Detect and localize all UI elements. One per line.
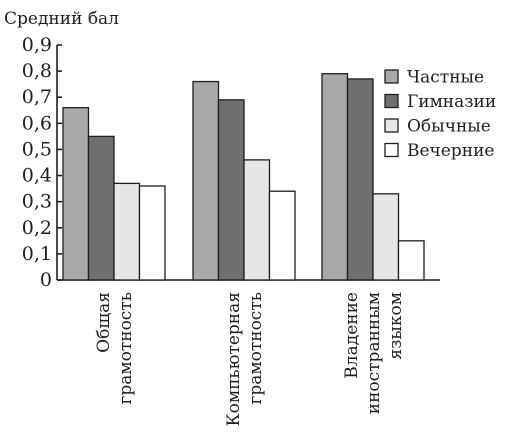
y-tick-label: 0,9 [22, 34, 52, 56]
bar [192, 80, 220, 281]
category-label: грамотность [116, 292, 136, 405]
legend-label: Обычные [407, 117, 491, 137]
y-tick-label: 0,8 [22, 60, 52, 82]
bar [268, 190, 296, 281]
category-labels: Общая грамотность Компьютерная грамотность В… [94, 292, 406, 427]
bar [113, 182, 141, 281]
bars [62, 73, 425, 281]
bar [243, 159, 271, 281]
y-axis-label: Средний бал [4, 9, 119, 29]
category-label: Общая [94, 292, 114, 353]
y-tick-label: 0,4 [22, 165, 52, 187]
legend-label: Гимназии [407, 92, 496, 112]
bar [62, 107, 90, 281]
bar [321, 73, 349, 281]
legend-swatch [384, 93, 399, 109]
y-ticks: 0 0,1 0,2 0,3 0,4 0,5 0,6 0,7 0,8 0,9 [22, 34, 62, 291]
legend-label: Частные [407, 68, 484, 88]
bar [138, 185, 166, 281]
category-label: Компьютерная [224, 292, 244, 427]
category-label: Владение [342, 292, 362, 379]
legend-label: Вечерние [407, 141, 494, 161]
y-tick-label: 0,6 [22, 112, 52, 134]
bar [372, 193, 400, 281]
y-tick-label: 0,3 [22, 191, 52, 213]
bar [217, 99, 245, 281]
bar [346, 78, 374, 281]
bar [87, 135, 115, 281]
legend-swatch [384, 118, 399, 133]
category-label: грамотность [246, 292, 266, 405]
y-tick-label: 0 [40, 269, 52, 291]
y-tick-label: 0,7 [22, 86, 52, 108]
legend-swatch [384, 142, 399, 158]
category-label: иностранным [364, 292, 384, 414]
y-tick-label: 0,2 [22, 217, 52, 239]
bar [397, 240, 425, 281]
y-tick-label: 0,5 [22, 138, 52, 160]
legend-swatch [384, 69, 399, 84]
legend: Частные Гимназии Обычные Вечерние [384, 68, 496, 161]
y-tick-label: 0,1 [22, 243, 52, 265]
category-label: языком [386, 292, 406, 360]
